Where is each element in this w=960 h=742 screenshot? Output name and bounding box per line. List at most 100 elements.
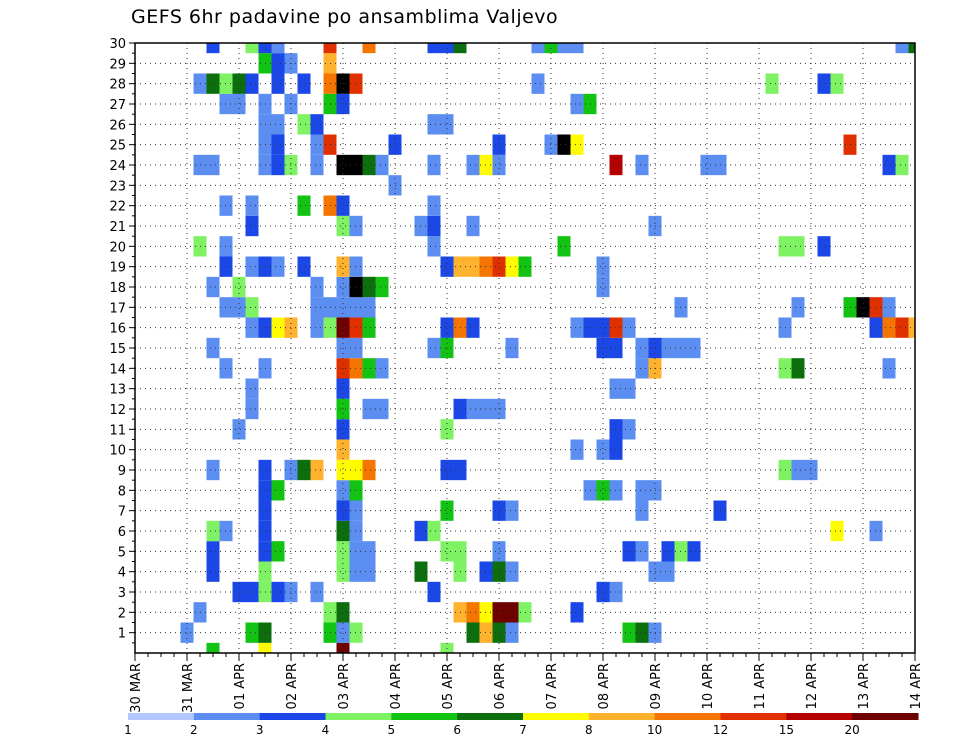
- heatmap-cell: [466, 256, 480, 277]
- heatmap-cell: [791, 459, 805, 481]
- colorbar-label: 20: [845, 723, 860, 737]
- heatmap-cell: [505, 256, 519, 277]
- heatmap-cell: [206, 276, 220, 298]
- heatmap-cell: [336, 317, 350, 338]
- heatmap-cell: [791, 297, 805, 318]
- heatmap-cell: [375, 358, 389, 379]
- heatmap-cell: [362, 317, 376, 338]
- heatmap-cell: [245, 581, 259, 603]
- heatmap-cell: [570, 93, 584, 115]
- heatmap-cell: [245, 297, 259, 318]
- colorbar-label: 3: [256, 723, 264, 737]
- heatmap-cell: [336, 480, 350, 501]
- y-tick-label: 21: [109, 220, 126, 235]
- heatmap-cell: [622, 378, 636, 399]
- y-tick-label: 2: [118, 606, 126, 621]
- heatmap-cell: [817, 236, 831, 257]
- heatmap-cell: [440, 642, 454, 653]
- heatmap-cell: [635, 622, 649, 643]
- x-tick-label: 07 APR: [545, 663, 560, 709]
- heatmap-cell: [635, 480, 649, 501]
- y-tick-label: 16: [109, 322, 126, 337]
- heatmap-cell: [297, 114, 311, 135]
- heatmap-cell: [427, 114, 441, 135]
- x-tick-label: 11 APR: [753, 663, 768, 709]
- colorbar-swatch: [128, 713, 195, 720]
- heatmap-cell: [310, 134, 324, 155]
- y-tick-label: 12: [109, 403, 126, 418]
- heatmap-cell: [271, 134, 285, 155]
- heatmap-cell: [908, 317, 915, 338]
- y-tick-label: 23: [109, 179, 126, 194]
- heatmap-cell: [505, 500, 519, 521]
- heatmap-cell: [570, 134, 584, 155]
- colorbar-label: 12: [713, 723, 728, 737]
- x-tick-label: 10 APR: [701, 663, 716, 709]
- heatmap-cell: [895, 317, 909, 338]
- heatmap-cell: [310, 581, 324, 603]
- heatmap-cell: [505, 337, 519, 359]
- y-tick-label: 1: [118, 627, 126, 642]
- colorbar-swatch: [852, 713, 919, 720]
- x-tick-label: 06 APR: [493, 663, 508, 709]
- y-tick-label: 7: [118, 505, 126, 520]
- colorbar-swatch: [654, 713, 721, 720]
- heatmap-cell: [271, 114, 285, 135]
- heatmap-cell: [622, 622, 636, 643]
- heatmap-cell: [596, 581, 610, 603]
- heatmap-cell: [336, 622, 350, 643]
- heatmap-cell: [375, 398, 389, 420]
- heatmap-cell: [531, 43, 545, 54]
- heatmap-cell: [661, 561, 675, 582]
- x-tick-label: 01 APR: [233, 663, 248, 709]
- heatmap-cell: [245, 195, 259, 216]
- colorbar-label: 4: [322, 723, 330, 737]
- heatmap-cell: [336, 642, 350, 653]
- y-tick-label: 4: [118, 566, 126, 581]
- y-tick-label: 13: [109, 383, 126, 398]
- heatmap-cell: [245, 43, 259, 54]
- heatmap-cell: [830, 520, 844, 542]
- heatmap-cell: [362, 398, 376, 420]
- heatmap-cell: [297, 459, 311, 481]
- colorbar-swatch: [391, 713, 458, 720]
- heatmap-cell: [440, 500, 454, 521]
- heatmap-cell: [687, 541, 701, 562]
- heatmap-cell: [310, 317, 324, 338]
- heatmap-cell: [336, 256, 350, 277]
- x-tick-label: 30 MAR: [129, 663, 144, 713]
- heatmap-cell: [635, 154, 649, 176]
- heatmap-cell: [661, 337, 675, 359]
- heatmap-cell: [297, 256, 311, 277]
- heatmap-cell: [271, 154, 285, 176]
- colorbar-label: 10: [647, 723, 662, 737]
- colorbar-label: 8: [585, 723, 593, 737]
- heatmap-cell: [492, 134, 506, 155]
- heatmap-cell: [765, 73, 779, 94]
- y-tick-label: 20: [109, 240, 126, 255]
- heatmap-cell: [271, 53, 285, 74]
- heatmap-cell: [492, 622, 506, 643]
- heatmap-cell: [635, 358, 649, 379]
- heatmap-cell: [570, 602, 584, 623]
- heatmap-cell: [206, 337, 220, 359]
- heatmap-cell: [336, 297, 350, 318]
- y-tick-label: 17: [109, 301, 126, 316]
- heatmap-cell: [635, 337, 649, 359]
- heatmap-cell: [336, 520, 350, 542]
- heatmap-cell: [245, 398, 259, 420]
- heatmap-cell: [856, 297, 870, 318]
- heatmap-cell: [882, 297, 896, 318]
- heatmap-cell: [596, 439, 610, 460]
- heatmap-cell: [427, 236, 441, 257]
- heatmap-cell: [310, 297, 324, 318]
- heatmap-cell: [362, 276, 376, 298]
- heatmap-cell: [440, 256, 454, 277]
- heatmap-cell: [895, 43, 909, 54]
- heatmap-cell: [466, 215, 480, 237]
- heatmap-cell: [336, 602, 350, 623]
- heatmap-cell: [336, 195, 350, 216]
- heatmap-cell: [557, 43, 571, 54]
- heatmap-cell: [492, 541, 506, 562]
